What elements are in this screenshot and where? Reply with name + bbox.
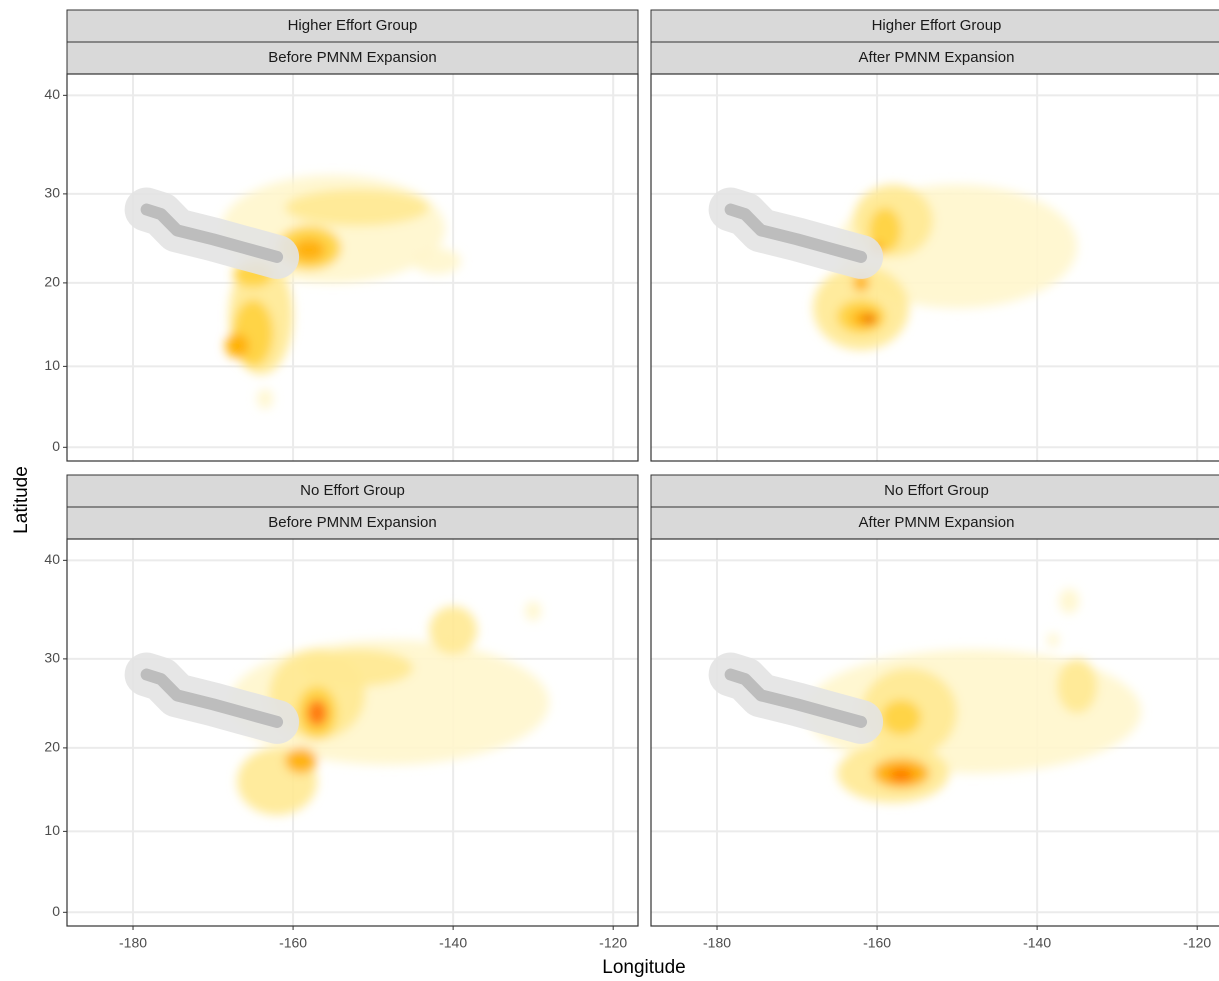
strip	[66, 41, 639, 75]
density-region	[413, 248, 462, 275]
strip-label: After PMNM Expansion	[859, 514, 1015, 531]
y-tick-label: 30	[44, 185, 60, 201]
density-region	[293, 238, 326, 261]
x-tick-label: -180	[119, 935, 147, 951]
y-tick-label: 20	[44, 274, 60, 290]
density-region	[1059, 588, 1080, 614]
monument-line	[724, 203, 868, 263]
density-region	[1047, 632, 1060, 648]
monument-line	[140, 203, 284, 263]
y-tick-label: 20	[44, 739, 60, 755]
y-tick-label: 30	[44, 650, 60, 666]
strip-label: Before PMNM Expansion	[268, 514, 436, 531]
strip	[650, 41, 1219, 75]
panel: No Effort Group Before PMNM Expansion 0 10 2…	[44, 474, 639, 951]
plot-area	[67, 74, 638, 461]
strip	[66, 9, 639, 43]
y-tick-label: 40	[44, 86, 60, 102]
density	[813, 184, 1078, 350]
strip	[650, 506, 1219, 540]
panel: No Effort Group After PMNM Expansion -180 -…	[650, 474, 1219, 951]
density-region	[257, 388, 274, 410]
monument-line	[140, 668, 284, 728]
density	[805, 588, 1142, 803]
x-tick-label: -140	[439, 935, 467, 951]
strip	[66, 474, 639, 508]
panel: Higher Effort Group Before PMNM Expansion…	[44, 9, 639, 462]
density-region	[869, 207, 902, 253]
y-tick-label: 10	[44, 822, 60, 838]
panel-border	[66, 73, 639, 462]
strip-label: Higher Effort Group	[872, 17, 1002, 34]
y-tick-label: 10	[44, 357, 60, 373]
x-tick-label: -120	[599, 935, 627, 951]
plot-area	[651, 74, 1219, 461]
density-region	[285, 189, 430, 226]
plot-area	[67, 539, 638, 926]
x-tick-label: -120	[1183, 935, 1211, 951]
strip-label: Before PMNM Expansion	[268, 49, 436, 66]
strip-label: No Effort Group	[884, 482, 989, 499]
strip-label: Higher Effort Group	[288, 17, 418, 34]
density-region	[1057, 658, 1098, 714]
density-region	[301, 649, 414, 687]
monument-line	[724, 668, 868, 728]
density-region	[429, 606, 478, 655]
y-axis-title: Latitude	[11, 466, 32, 534]
x-tick-label: -180	[703, 935, 731, 951]
density-region	[881, 699, 922, 735]
y-tick-label: 0	[52, 903, 60, 919]
density	[229, 601, 550, 815]
density-region	[307, 699, 328, 727]
panel: Higher Effort Group After PMNM Expansion	[650, 9, 1219, 462]
strip	[66, 506, 639, 540]
panel-border	[66, 538, 639, 927]
x-axis-title: Longitude	[602, 957, 685, 978]
x-tick-label: -140	[1023, 935, 1051, 951]
x-tick-label: -160	[863, 935, 891, 951]
density-region	[525, 601, 542, 621]
density-region	[285, 747, 318, 774]
density-region	[225, 333, 250, 359]
density-region	[889, 768, 914, 782]
density-region	[863, 315, 876, 323]
y-tick-label: 40	[44, 551, 60, 567]
density-region	[853, 274, 870, 292]
strip-label: No Effort Group	[300, 482, 405, 499]
panel-border	[650, 538, 1219, 927]
x-tick-label: -160	[279, 935, 307, 951]
panel-border	[650, 73, 1219, 462]
strip-label: After PMNM Expansion	[859, 49, 1015, 66]
plot-area	[651, 539, 1219, 926]
y-tick-label: 0	[52, 438, 60, 454]
strip	[650, 474, 1219, 508]
